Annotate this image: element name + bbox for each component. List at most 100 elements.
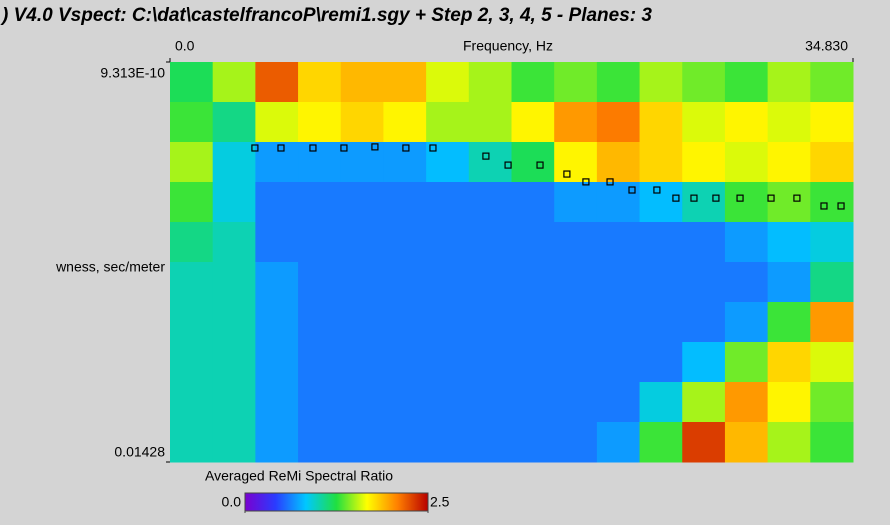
heatmap-cell xyxy=(383,382,427,423)
heatmap-cell xyxy=(383,302,427,343)
pick-point xyxy=(504,161,512,169)
heatmap-cell xyxy=(468,62,512,103)
heatmap-cell xyxy=(724,182,769,223)
heatmap-cell xyxy=(554,382,598,423)
heatmap-cell xyxy=(298,62,342,103)
heatmap-cell xyxy=(724,222,769,263)
heatmap-cell xyxy=(554,62,598,103)
heatmap-cell xyxy=(810,262,854,303)
heatmap-cell xyxy=(212,62,256,103)
heatmap-cell xyxy=(511,142,555,183)
heatmap-cell xyxy=(298,302,342,343)
heatmap-cell xyxy=(426,102,470,143)
heatmap-cell xyxy=(554,342,598,383)
heatmap-cell xyxy=(298,422,342,463)
pick-point xyxy=(429,144,437,152)
pick-point xyxy=(736,194,744,202)
heatmap-cell xyxy=(511,422,555,463)
heatmap-cell xyxy=(724,342,769,383)
y-tick-label: 0.01428 xyxy=(114,444,165,460)
heatmap-cell xyxy=(383,182,427,223)
heatmap-cell xyxy=(340,102,384,143)
heatmap-cell xyxy=(682,142,726,183)
heatmap-cell xyxy=(212,182,256,223)
heatmap-cell xyxy=(682,62,726,103)
heatmap-cell xyxy=(426,382,470,423)
pick-point xyxy=(251,144,259,152)
heatmap-cell xyxy=(511,382,555,423)
heatmap-cell xyxy=(810,422,854,463)
heatmap-cell xyxy=(426,182,470,223)
pick-point xyxy=(672,194,680,202)
heatmap-cell xyxy=(383,222,427,263)
heatmap-cell xyxy=(170,422,214,463)
heatmap-cell xyxy=(511,182,555,223)
heatmap-cell xyxy=(298,142,342,183)
heatmap-cell xyxy=(468,102,512,143)
heatmap-cell xyxy=(596,142,641,183)
heatmap-cell xyxy=(426,342,470,383)
x-axis-label: Frequency, Hz xyxy=(463,38,553,54)
heatmap-cell xyxy=(810,382,854,423)
heatmap-cell xyxy=(170,342,214,383)
pick-point xyxy=(536,161,544,169)
heatmap-cell xyxy=(511,222,555,263)
heatmap-cell xyxy=(767,62,811,103)
heatmap-cell xyxy=(170,182,214,223)
heatmap-cell xyxy=(596,422,641,463)
pick-point xyxy=(309,144,317,152)
heatmap-cell xyxy=(554,222,598,263)
pick-point xyxy=(653,186,661,194)
heatmap-cell xyxy=(596,302,641,343)
heatmap-cell xyxy=(596,262,641,303)
heatmap-cell xyxy=(255,342,299,383)
heatmap-cell xyxy=(682,262,726,303)
heatmap-cell xyxy=(810,302,854,343)
pick-point xyxy=(371,143,379,151)
heatmap-cell xyxy=(682,342,726,383)
heatmap-cell xyxy=(596,182,641,223)
heatmap-cell xyxy=(426,262,470,303)
heatmap-cell xyxy=(639,182,683,223)
heatmap-cell xyxy=(170,382,214,423)
heatmap-cell xyxy=(255,262,299,303)
heatmap-cell xyxy=(170,62,214,103)
heatmap-cell xyxy=(596,222,641,263)
heatmap-cell xyxy=(511,342,555,383)
heatmap-cell xyxy=(212,302,256,343)
pick-point xyxy=(712,194,720,202)
heatmap-cell xyxy=(255,382,299,423)
heatmap-cell xyxy=(383,342,427,383)
heatmap-cell xyxy=(340,62,384,103)
heatmap-cell xyxy=(596,382,641,423)
heatmap-cell xyxy=(724,62,769,103)
heatmap-cell xyxy=(383,62,427,103)
heatmap-cell xyxy=(767,222,811,263)
heatmap-cell xyxy=(767,182,811,223)
heatmap-cell xyxy=(810,222,854,263)
heatmap-cell xyxy=(298,222,342,263)
heatmap-cell xyxy=(170,102,214,143)
pick-point xyxy=(690,194,698,202)
heatmap-cell xyxy=(767,302,811,343)
heatmap-cell xyxy=(212,102,256,143)
pick-point xyxy=(628,186,636,194)
heatmap-cell xyxy=(511,262,555,303)
heatmap-cell xyxy=(724,262,769,303)
heatmap-cell xyxy=(255,182,299,223)
heatmap-cell xyxy=(554,102,598,143)
colorbar-tick-label: 2.5 xyxy=(430,494,450,510)
heatmap-cell xyxy=(212,342,256,383)
heatmap-cell xyxy=(682,222,726,263)
pick-point xyxy=(837,202,845,210)
heatmap-cell xyxy=(468,262,512,303)
heatmap-cell xyxy=(639,142,683,183)
heatmap-cell xyxy=(511,302,555,343)
heatmap-cell xyxy=(383,102,427,143)
heatmap-cell xyxy=(170,222,214,263)
heatmap-cell xyxy=(554,262,598,303)
heatmap-cell xyxy=(511,62,555,103)
heatmap-cell xyxy=(724,102,769,143)
heatmap-cell xyxy=(340,422,384,463)
